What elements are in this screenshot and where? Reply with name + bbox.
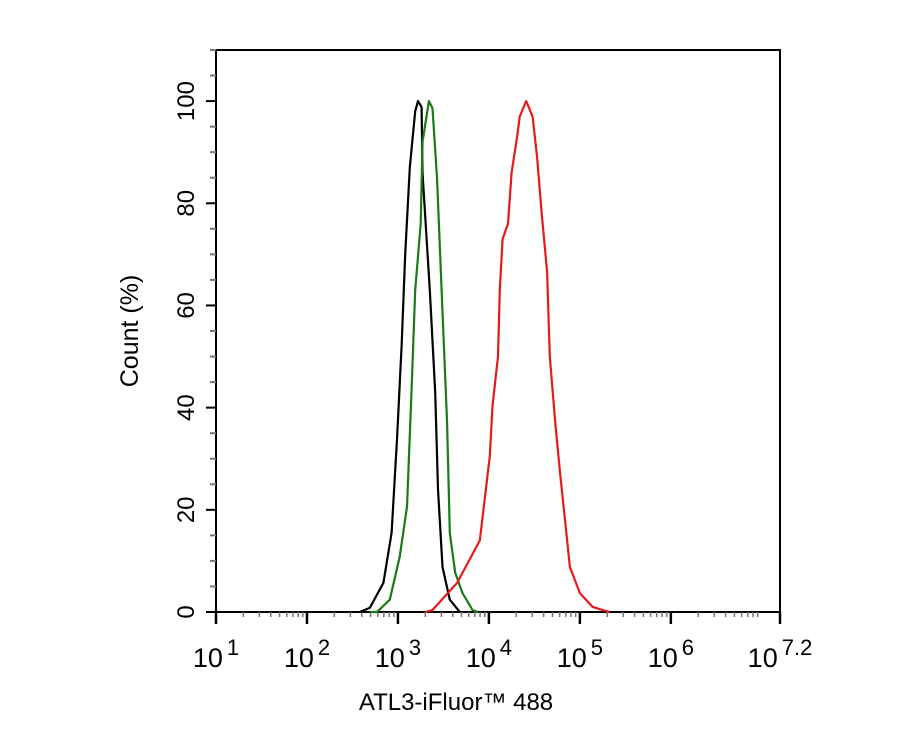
y-tick-label: 60 — [173, 292, 200, 319]
y-tick-label: 20 — [173, 496, 200, 523]
x-tick-label: 10 5 — [557, 635, 603, 673]
x-tick-exponent: 4 — [500, 635, 512, 660]
x-tick-exponent: 2 — [318, 635, 330, 660]
x-tick-label: 10 3 — [375, 635, 421, 673]
x-tick-base: 10 — [557, 643, 587, 673]
y-tick-label: 80 — [173, 190, 200, 217]
x-tick-exponent: 3 — [409, 635, 421, 660]
x-tick-base: 10 — [466, 643, 496, 673]
x-tick-exponent: 1 — [227, 635, 239, 660]
x-tick-label: 10 6 — [648, 635, 694, 673]
x-axis-label: ATL3-iFluor™ 488 — [359, 689, 553, 716]
x-tick-base: 10 — [284, 643, 314, 673]
x-tick-label: 10 7.2 — [748, 635, 813, 673]
x-tick-base: 10 — [375, 643, 405, 673]
y-tick-label: 40 — [173, 394, 200, 421]
histogram-series-3 — [424, 100, 611, 614]
x-tick-base: 10 — [748, 643, 778, 673]
histogram-series-2 — [369, 100, 479, 614]
x-tick-base: 10 — [193, 643, 223, 673]
x-tick-exponent: 5 — [591, 635, 603, 660]
y-tick-label: 100 — [173, 81, 200, 121]
x-tick-label: 10 4 — [466, 635, 512, 673]
x-tick-label: 10 2 — [284, 635, 330, 673]
plot-frame — [216, 49, 781, 612]
y-tick-label: 0 — [173, 605, 200, 618]
series-group — [359, 100, 611, 614]
x-axis: 10 1 10 2 10 3 10 4 10 5 10 6 10 7.2 — [193, 611, 813, 673]
histogram-series-1 — [359, 100, 461, 614]
y-axis-label: Count (%) — [116, 275, 144, 388]
plot-border — [216, 49, 781, 612]
x-tick-label: 10 1 — [193, 635, 239, 673]
x-tick-exponent: 7.2 — [782, 635, 813, 660]
y-axis: 0 20 40 60 80 100 — [173, 49, 217, 619]
x-tick-base: 10 — [648, 643, 678, 673]
x-tick-exponent: 6 — [682, 635, 694, 660]
